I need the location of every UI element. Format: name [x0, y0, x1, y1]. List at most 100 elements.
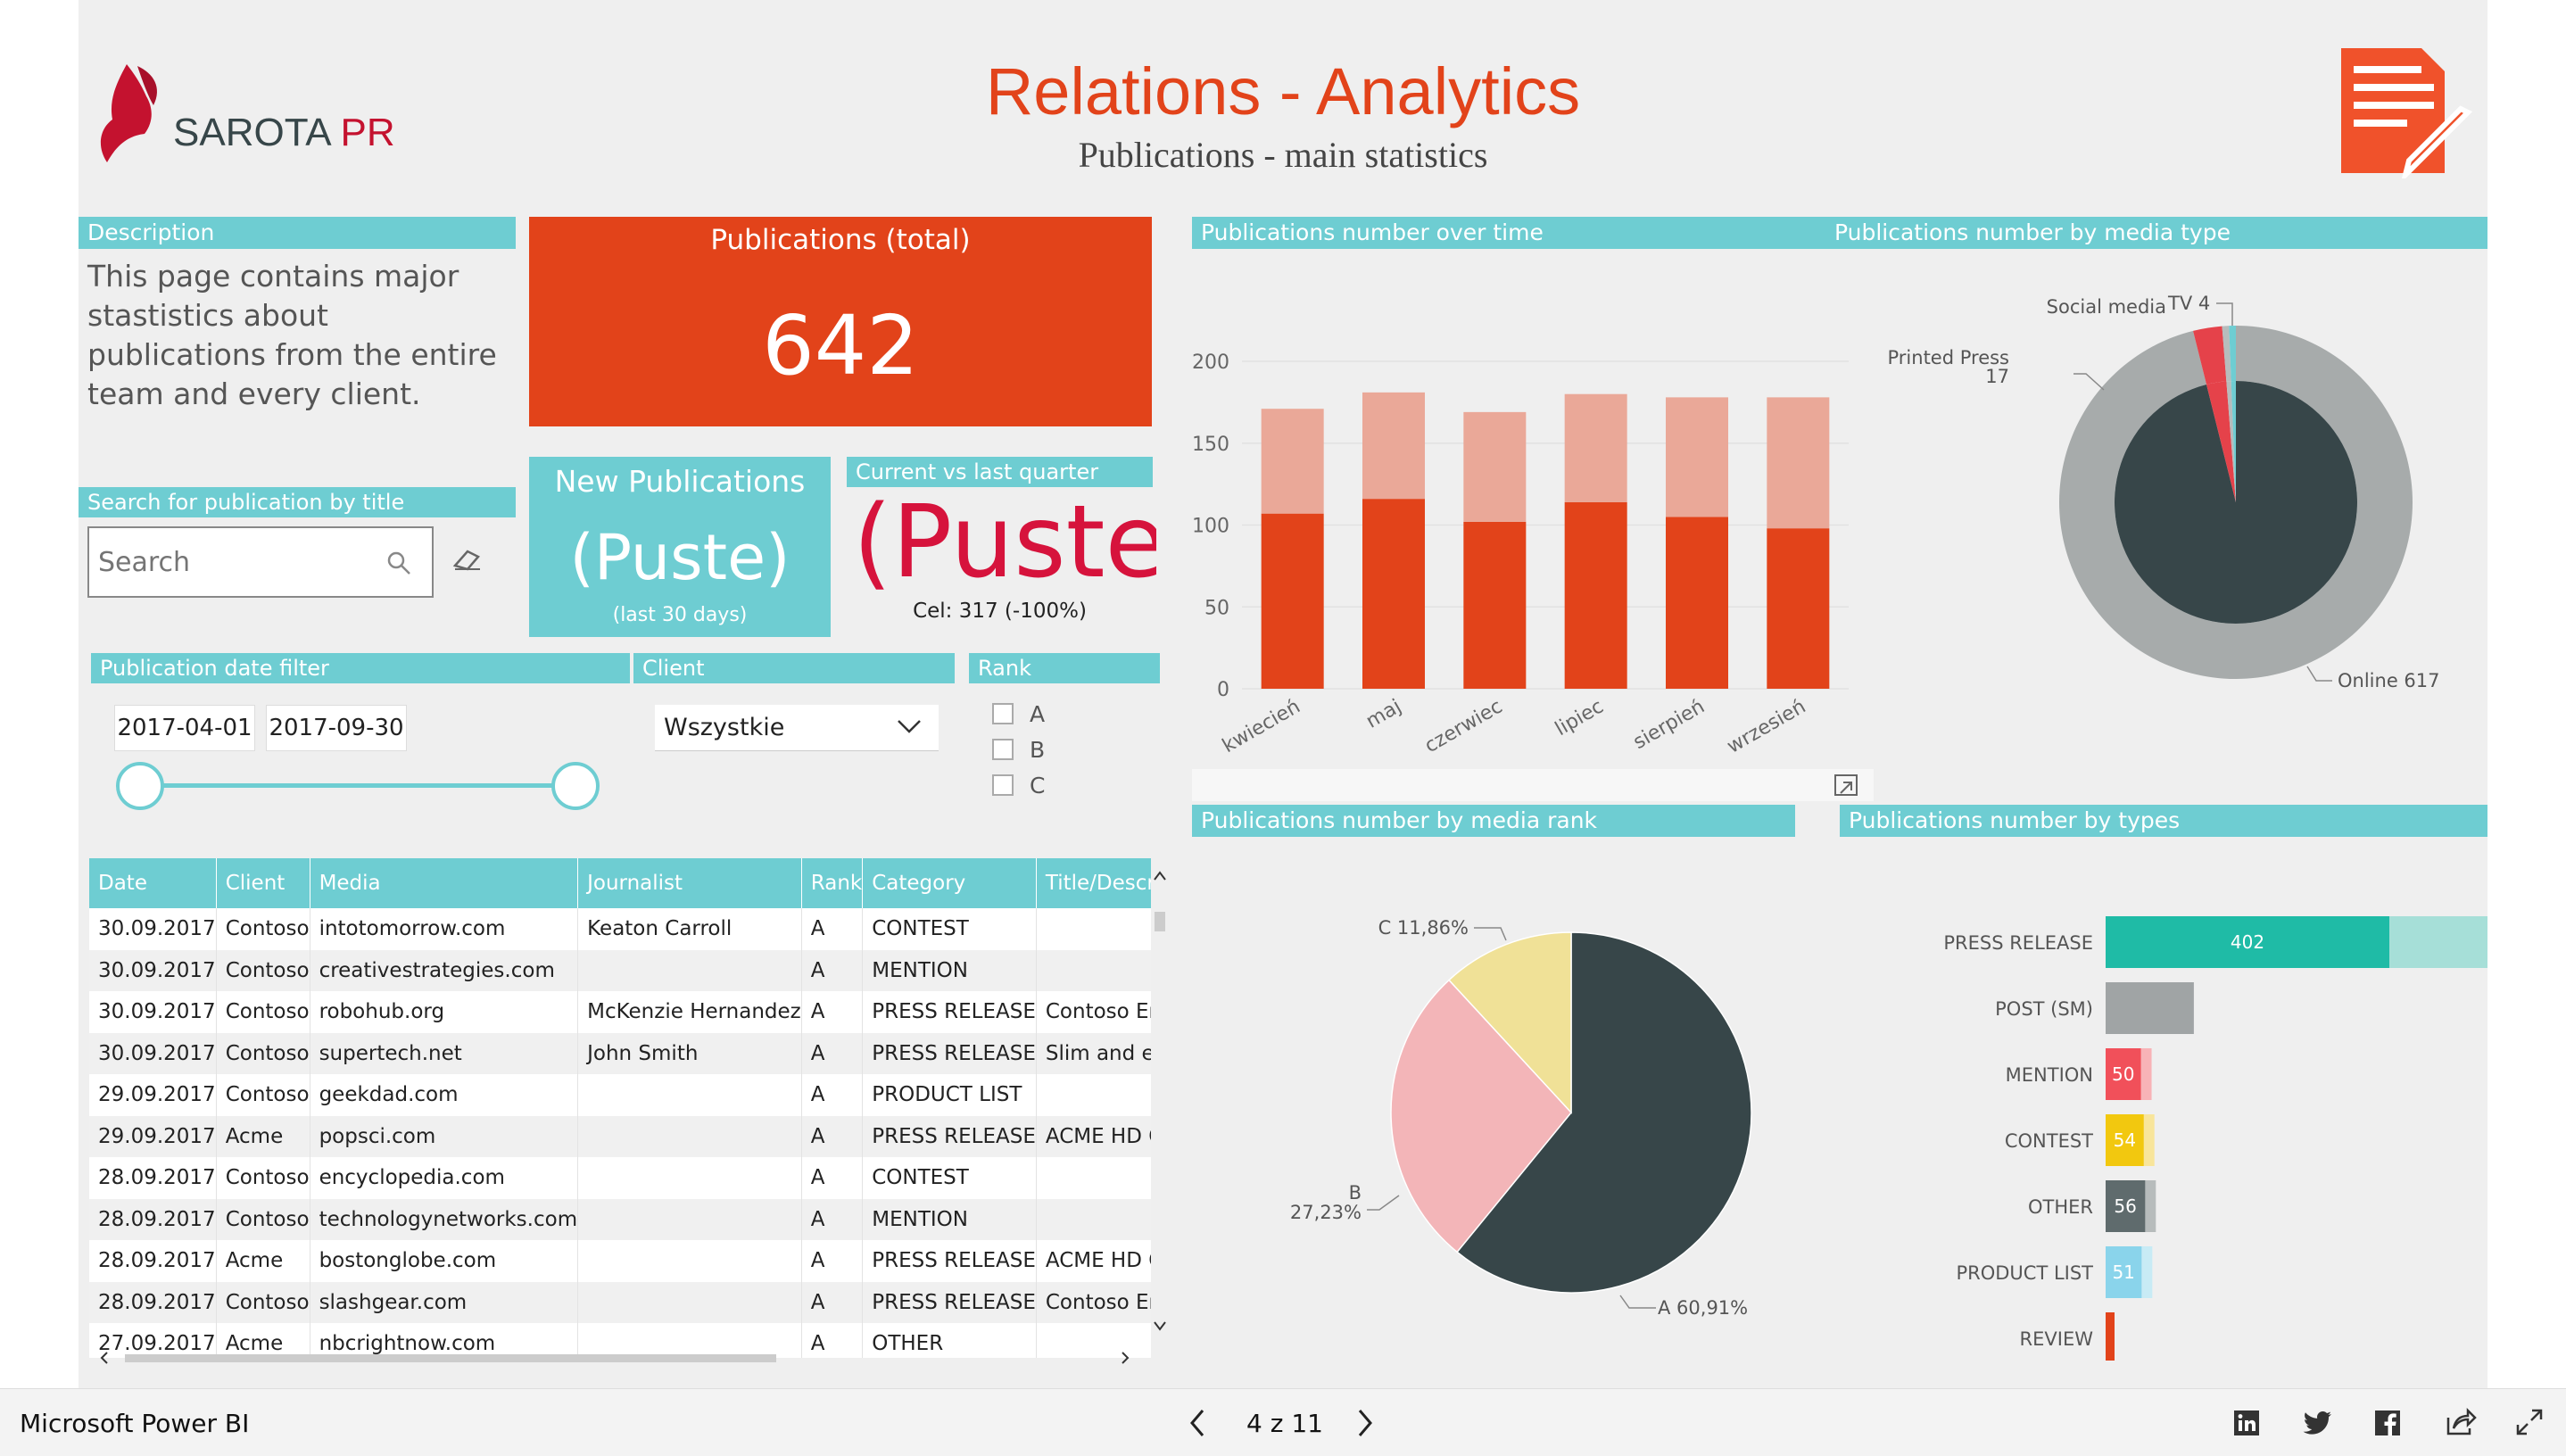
bar-stacked — [1666, 397, 1728, 517]
table-cell: 28.09.2017 — [89, 1240, 217, 1282]
table-cell: 28.09.2017 — [89, 1157, 217, 1199]
date-start-input[interactable]: 2017-04-01 — [114, 705, 255, 751]
type-bar-value: 56 — [2114, 1195, 2136, 1217]
table-cell: nbcrightnow.com — [310, 1323, 579, 1358]
eraser-icon[interactable] — [451, 546, 484, 573]
donut-slice-online — [2059, 326, 2413, 679]
publications-table: Date Client Media Journalist Rank Category Tit… — [89, 858, 1151, 1358]
column-header-4[interactable]: Rank — [801, 858, 864, 908]
column-header-3[interactable]: Journalist — [577, 858, 802, 908]
rank-b-checkbox[interactable] — [992, 739, 1014, 760]
date-slider-start-handle[interactable] — [116, 762, 164, 810]
table-row[interactable]: 30.09.2017 Contoso intotomorrow.com Keaton … — [89, 908, 1151, 950]
logo-mark — [91, 57, 171, 168]
label-printed-press: Printed Press — [1888, 347, 2010, 368]
table-cell: technologynetworks.com — [310, 1198, 579, 1240]
table-cell: Acme — [216, 1323, 310, 1358]
table-row[interactable]: 28.09.2017 Acme bostonglobe.com A PRESS RELE… — [89, 1240, 1151, 1282]
search-box[interactable] — [87, 526, 434, 598]
date-end-input[interactable]: 2017-09-30 — [266, 705, 407, 751]
table-row[interactable]: 30.09.2017 Contoso robohub.org McKenzie Her… — [89, 991, 1151, 1033]
rank-c-checkbox[interactable] — [992, 774, 1014, 796]
table-cell: ACME HD CON — [1036, 1115, 1151, 1157]
leader-line — [1619, 1295, 1656, 1309]
table-cell: Contoso — [216, 1281, 310, 1323]
table-row[interactable]: 30.09.2017 Contoso supertech.net John Smith… — [89, 1032, 1151, 1074]
table-cell: Contoso — [216, 991, 310, 1033]
chart-time-header: Publications number over time — [1192, 217, 1874, 249]
rank-a-checkbox[interactable] — [992, 703, 1014, 724]
focus-mode-icon[interactable] — [1833, 773, 1859, 798]
table-row[interactable]: 27.09.2017 Acme nbcrightnow.com A OTHER — [89, 1323, 1151, 1358]
description-header: Description — [79, 217, 516, 249]
share-icon[interactable] — [2445, 1407, 2477, 1437]
table-cell: CONTEST — [862, 908, 1037, 950]
facebook-icon[interactable] — [2373, 1409, 2402, 1437]
chart-rank: A 60,91% B27,23% C 11,86% — [1290, 917, 1752, 1319]
client-filter-header: Client — [633, 653, 955, 683]
table-cell — [1036, 949, 1151, 991]
column-header-5[interactable]: Category — [862, 858, 1037, 908]
kpi-new-label: New Publications — [554, 464, 806, 499]
table-row[interactable]: 28.09.2017 Contoso encyclopedia.com A CONTES… — [89, 1157, 1151, 1199]
table-row[interactable]: 28.09.2017 Contoso slashgear.com A PRESS REL… — [89, 1281, 1151, 1323]
linkedin-icon[interactable] — [2232, 1409, 2261, 1437]
table-cell: 27.09.2017 — [89, 1323, 217, 1358]
type-bar — [2106, 1312, 2115, 1361]
next-page-icon[interactable] — [1353, 1407, 1378, 1439]
table-cell: 28.09.2017 — [89, 1198, 217, 1240]
column-header-1[interactable]: Client — [216, 858, 310, 908]
kpi-total-label: Publications (total) — [710, 224, 971, 256]
type-bar — [2106, 1114, 2144, 1166]
bar-base — [1261, 513, 1324, 689]
type-label: POST (SM) — [1995, 998, 2093, 1020]
label-printed-press-value: 17 — [1985, 366, 2009, 387]
table-cell — [577, 1115, 802, 1157]
table-vertical-scrollbar[interactable] — [1149, 864, 1171, 1372]
client-dropdown[interactable]: Wszystkie — [655, 705, 939, 751]
table-cell: A — [801, 949, 864, 991]
table-row[interactable]: 29.09.2017 Contoso geekdad.com A PRODUCT LIS… — [89, 1074, 1151, 1116]
type-label: OTHER — [2028, 1196, 2093, 1218]
table-cell: popsci.com — [310, 1115, 579, 1157]
previous-page-icon[interactable] — [1185, 1407, 1210, 1439]
x-tick-label: kwiecień — [1219, 696, 1304, 758]
column-header-6[interactable]: Title/Description — [1036, 858, 1151, 908]
column-header-0[interactable]: Date — [89, 858, 217, 908]
rank-c-label: C — [1030, 773, 1046, 798]
search-icon[interactable] — [385, 550, 412, 576]
kpi-quarter-value-text: (Puste) — [853, 489, 1156, 596]
table-cell: Contoso — [216, 908, 310, 950]
y-tick-label: 0 — [1217, 679, 1229, 701]
table-cell: A — [801, 1032, 864, 1074]
column-header-2[interactable]: Media — [310, 858, 579, 908]
table-cell — [1036, 1157, 1151, 1199]
table-cell: PRESS RELEASE — [862, 1115, 1037, 1157]
bar-base — [1564, 501, 1627, 689]
document-edit-icon[interactable] — [2334, 45, 2477, 184]
table-cell: MENTION — [862, 949, 1037, 991]
search-header: Search for publication by title — [79, 487, 516, 517]
search-input[interactable] — [98, 541, 366, 583]
table-cell: intotomorrow.com — [310, 908, 579, 950]
client-dropdown-value: Wszystkie — [664, 714, 785, 741]
date-slider-track[interactable] — [141, 783, 576, 788]
table-cell: CONTEST — [862, 1157, 1037, 1199]
date-slider-end-handle[interactable] — [551, 762, 600, 810]
table-cell: A — [801, 1323, 864, 1358]
chart-time-footer — [1192, 769, 1874, 801]
table-cell: John Smith — [577, 1032, 802, 1074]
table-row[interactable]: 28.09.2017 Contoso technologynetworks.com A… — [89, 1198, 1151, 1240]
table-cell — [1036, 1198, 1151, 1240]
fullscreen-icon[interactable] — [2514, 1407, 2545, 1437]
table-row[interactable]: 30.09.2017 Contoso creativestrategies.com A… — [89, 949, 1151, 991]
table-cell: geekdad.com — [310, 1074, 579, 1116]
app-name: Microsoft Power BI — [20, 1409, 250, 1438]
table-horizontal-scrollbar[interactable] — [89, 1347, 1151, 1369]
type-bar-value: 51 — [2112, 1262, 2134, 1283]
table-row[interactable]: 29.09.2017 Acme popsci.com A PRESS RELEASE AC… — [89, 1115, 1151, 1157]
logo-text: SAROTA PR — [173, 111, 395, 155]
twitter-icon[interactable] — [2302, 1409, 2334, 1437]
table-cell: Contoso — [216, 1074, 310, 1116]
label-tv: TV 4 — [2167, 293, 2210, 314]
